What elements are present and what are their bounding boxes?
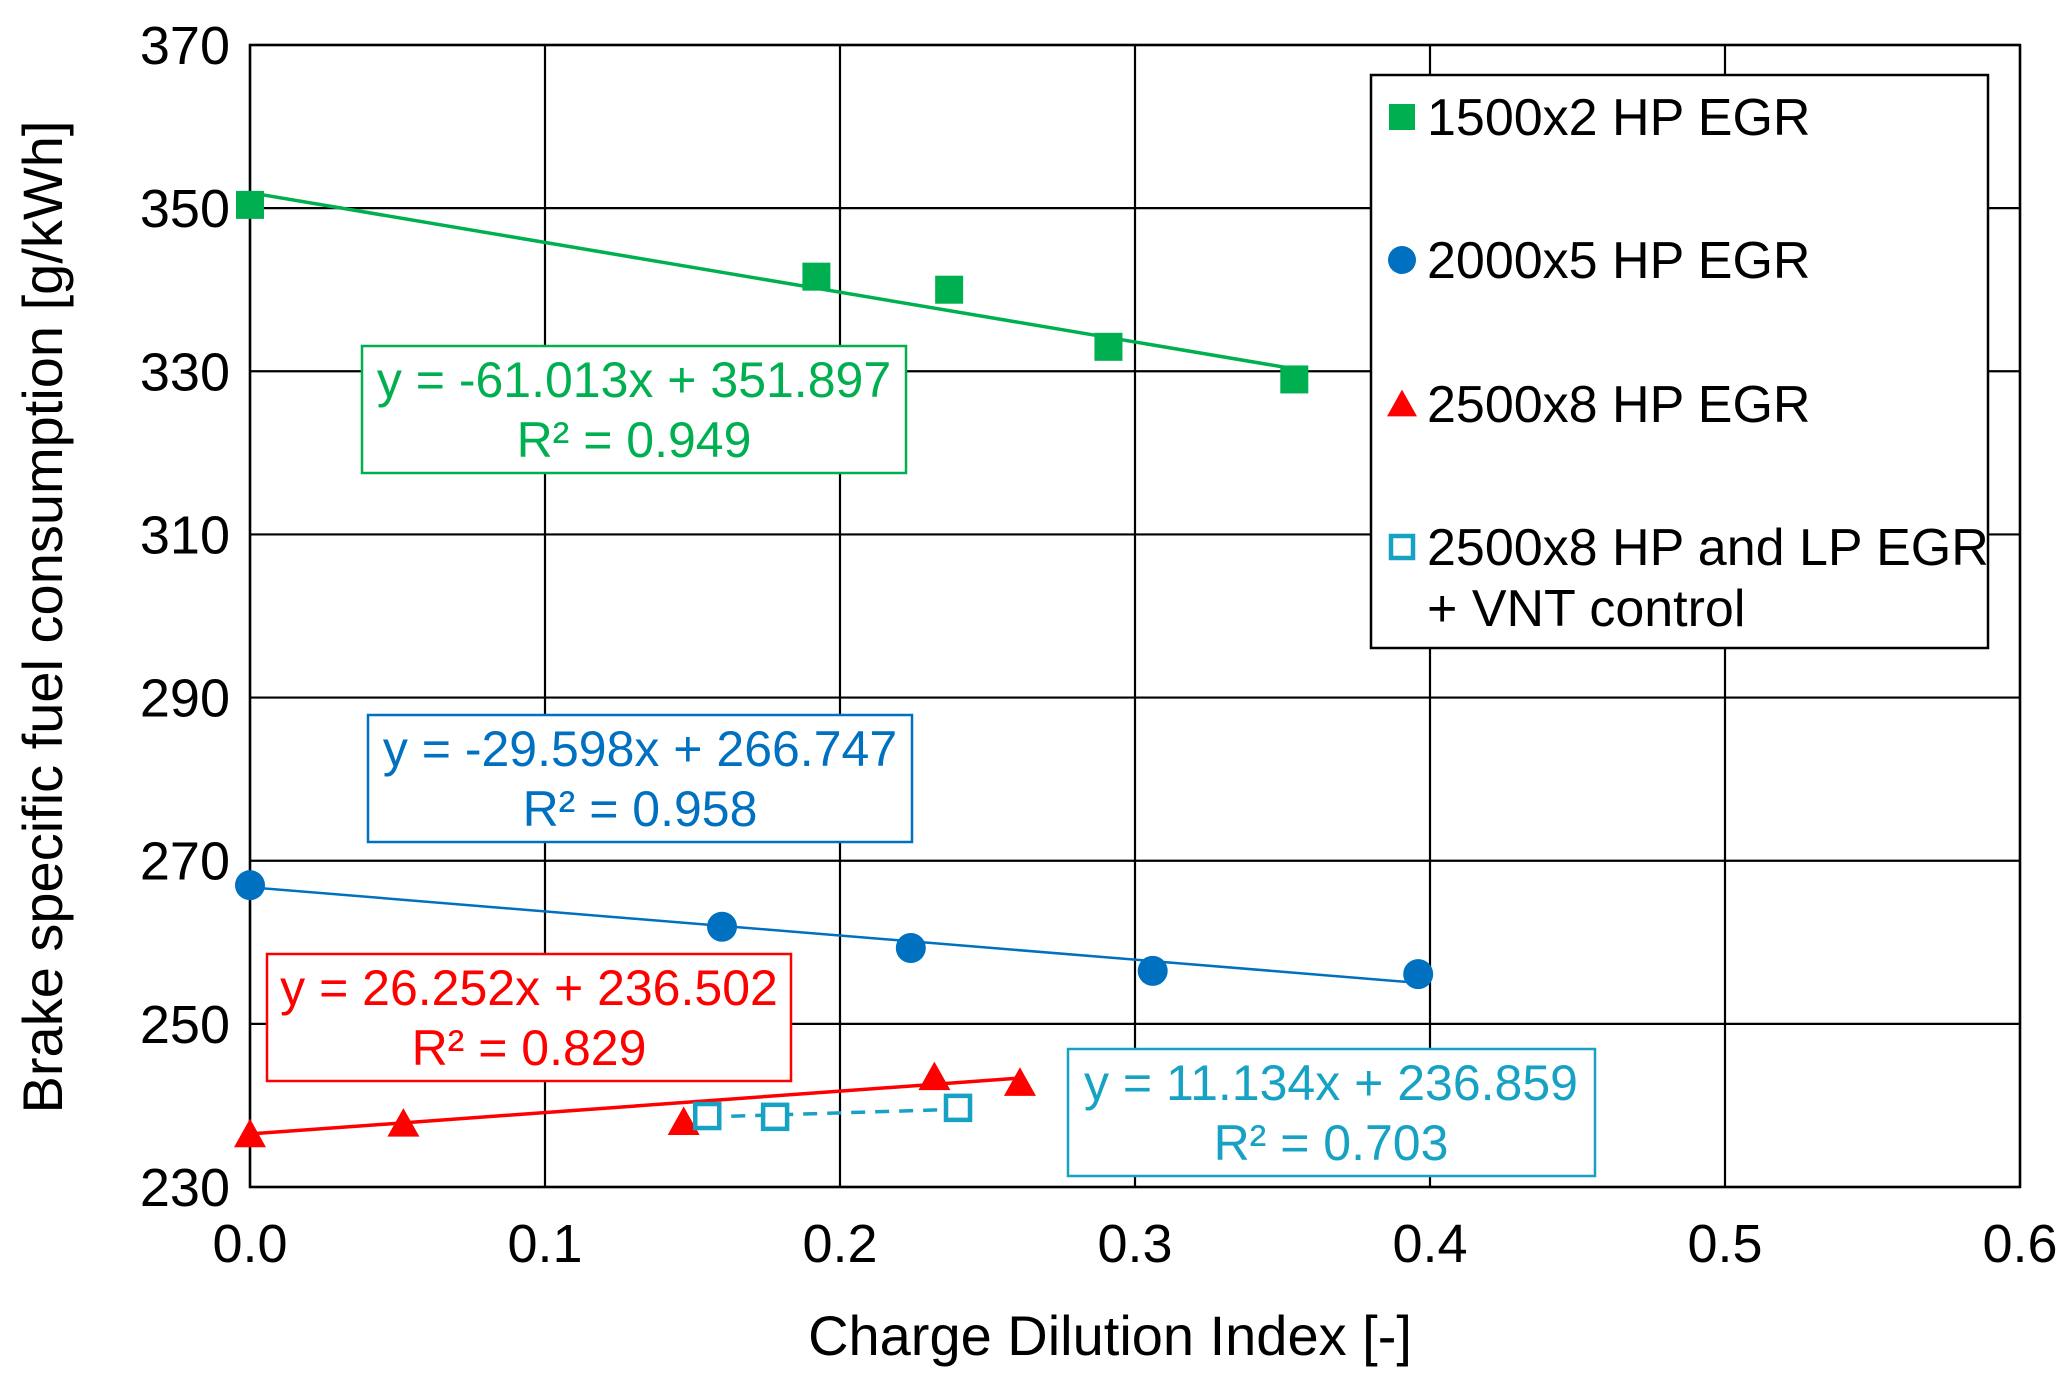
- data-point: [1137, 955, 1168, 986]
- r-squared-label: R² = 0.949: [517, 412, 752, 468]
- y-tick-label: 370: [140, 16, 230, 76]
- equation-label: y = 26.252x + 236.502: [280, 960, 778, 1016]
- equation-box: [265, 952, 793, 1083]
- equation-label: y = -29.598x + 266.747: [383, 721, 897, 777]
- equation-box: [360, 344, 908, 475]
- data-point: [1280, 365, 1309, 394]
- data-points: [234, 190, 1434, 1148]
- legend-label: 2500x8 HP EGR: [1427, 376, 1810, 434]
- legend-marker: [1389, 104, 1415, 130]
- trendline: [249, 886, 1419, 985]
- trendline: [249, 1076, 1021, 1136]
- x-tick-label: 0.5: [1687, 1214, 1762, 1274]
- data-point: [693, 1101, 722, 1131]
- x-tick-label: 0.4: [1392, 1214, 1467, 1274]
- y-tick-label: 230: [140, 1158, 230, 1218]
- trendline: [707, 1107, 959, 1119]
- data-point: [235, 870, 265, 901]
- grid: [248, 43, 2022, 1189]
- data-point: [387, 1108, 420, 1137]
- equation-label: y = 11.134x + 236.859: [1084, 1055, 1578, 1111]
- data-point: [943, 1093, 973, 1123]
- legend: 1500x2 HP EGR 2000x5 HP EGR 2500x8 HP EGR 2…: [1369, 73, 1990, 650]
- legend-label: 1500x2 HP EGR: [1427, 89, 1810, 147]
- data-point: [707, 911, 737, 942]
- legend-label: + VNT control: [1427, 580, 1745, 638]
- legend-marker: [1388, 246, 1416, 274]
- x-axis-title: Charge Dilution Index [-]: [808, 1304, 1412, 1367]
- equation-box: [366, 713, 914, 844]
- y-tick-label: 330: [140, 342, 230, 402]
- data-point: [1094, 332, 1123, 361]
- x-tick-label: 0.2: [802, 1214, 877, 1274]
- y-tick-label: 270: [140, 832, 230, 892]
- legend-marker: [1387, 389, 1417, 417]
- plot-area-border: [248, 43, 2022, 1189]
- data-point: [1003, 1067, 1036, 1096]
- x-tick-label: 0.1: [507, 1214, 582, 1274]
- data-point: [667, 1106, 700, 1136]
- data-point: [236, 190, 264, 219]
- x-tick-label: 0.0: [212, 1214, 287, 1274]
- data-point: [1403, 959, 1434, 990]
- r-squared-label: R² = 0.703: [1214, 1115, 1449, 1171]
- y-tick-label: 250: [140, 995, 230, 1055]
- legend-label: 2000x5 HP EGR: [1427, 232, 1810, 290]
- data-point: [935, 275, 964, 304]
- legend-marker: [1388, 533, 1416, 561]
- legend-box: [1369, 73, 1990, 650]
- x-tick-label: 0.6: [1982, 1214, 2057, 1274]
- r-squared-label: R² = 0.829: [412, 1020, 647, 1076]
- y-tick-label: 290: [140, 669, 230, 729]
- data-point: [760, 1102, 790, 1132]
- equation-label: y = -61.013x + 351.897: [377, 352, 891, 408]
- data-point: [918, 1061, 951, 1091]
- legend-label: 2500x8 HP and LP EGR: [1427, 519, 1989, 577]
- data-point: [234, 1118, 266, 1148]
- data-point: [802, 262, 831, 291]
- data-point: [895, 932, 926, 963]
- equation-box: [1066, 1047, 1597, 1178]
- x-tick-label: 0.3: [1097, 1214, 1172, 1274]
- y-tick-label: 310: [140, 505, 230, 565]
- tick-labels: 230 250 270 290 310 330 350 370 0.0 0.1 0.2 0.3 0.4 0…: [140, 16, 2058, 1274]
- r-squared-label: R² = 0.958: [523, 781, 758, 837]
- y-tick-label: 350: [140, 179, 230, 239]
- y-axis-title: Brake specific fuel consumption [g/kWh]: [11, 121, 74, 1114]
